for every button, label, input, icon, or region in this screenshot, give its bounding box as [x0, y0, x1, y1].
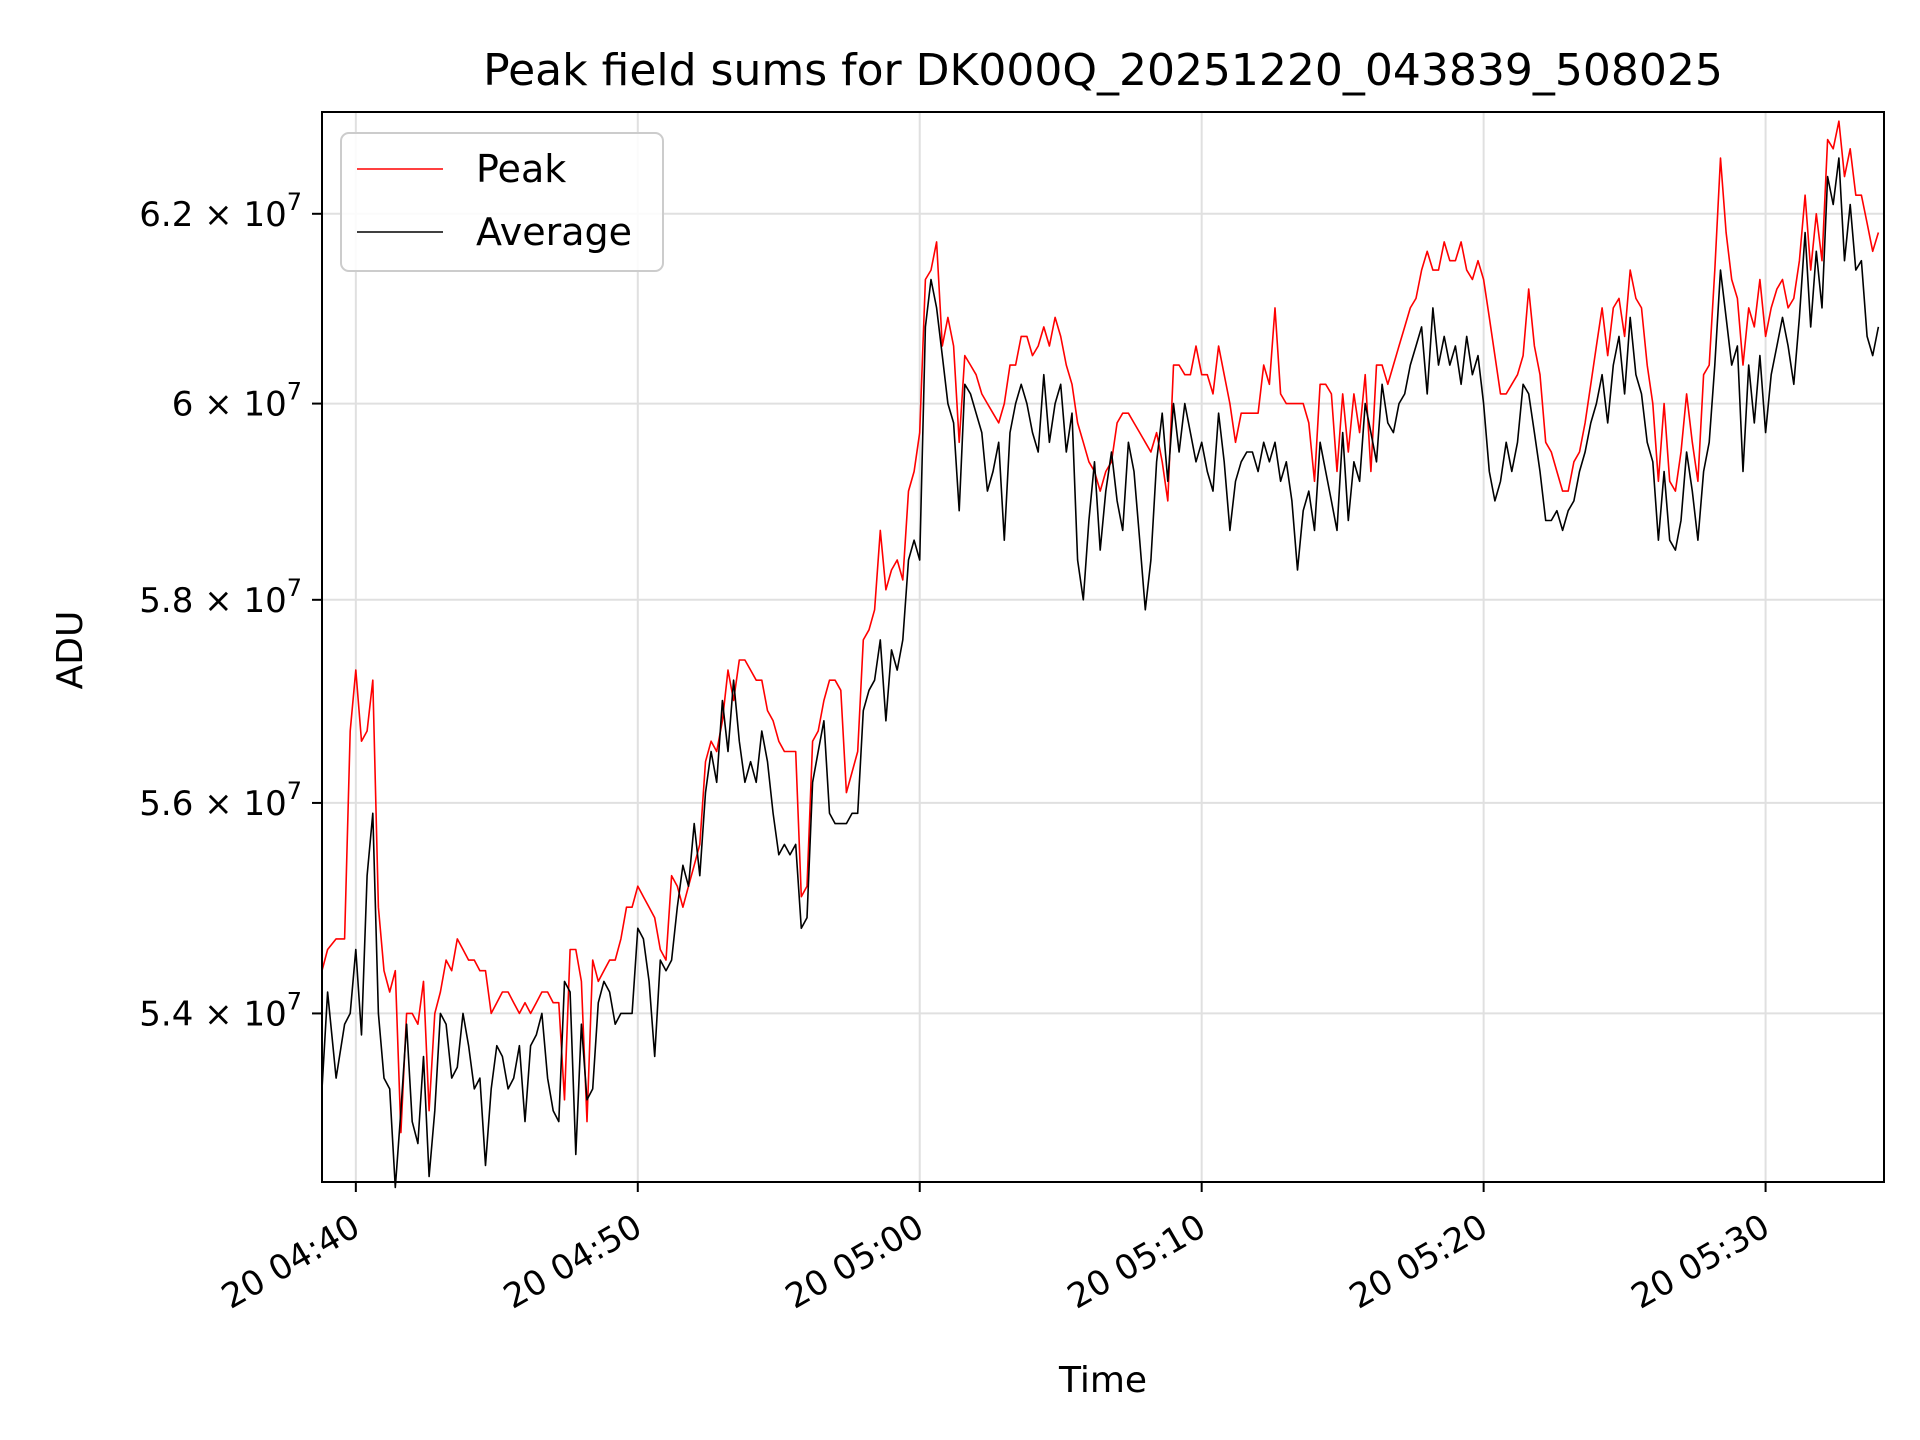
- y-tick-label: 6 × 107: [172, 378, 302, 425]
- legend-label-average: Average: [476, 210, 632, 254]
- y-axis-label: ADU: [50, 611, 91, 690]
- y-tick-label: 5.8 × 107: [139, 574, 302, 621]
- legend: Peak Average: [340, 132, 664, 272]
- legend-label-peak: Peak: [476, 147, 566, 191]
- plot-frame: [321, 111, 1885, 1183]
- series-layer: [321, 120, 1880, 1189]
- legend-box: [340, 132, 664, 272]
- y-tick-label: 5.4 × 107: [139, 987, 302, 1034]
- chart-title: Peak field sums for DK000Q_20251220_0438…: [483, 45, 1723, 96]
- y-tick-label: 6.2 × 107: [139, 188, 302, 235]
- y-axis: 5.4 × 107 5.6 × 107 5.8 × 107 6 × 107 6.2 × …: [139, 188, 322, 1034]
- series-line-peak: [321, 120, 1880, 1134]
- series-line-average: [321, 157, 1880, 1189]
- y-tick-label: 5.6 × 107: [139, 777, 302, 824]
- x-axis-label: Time: [1058, 1360, 1147, 1401]
